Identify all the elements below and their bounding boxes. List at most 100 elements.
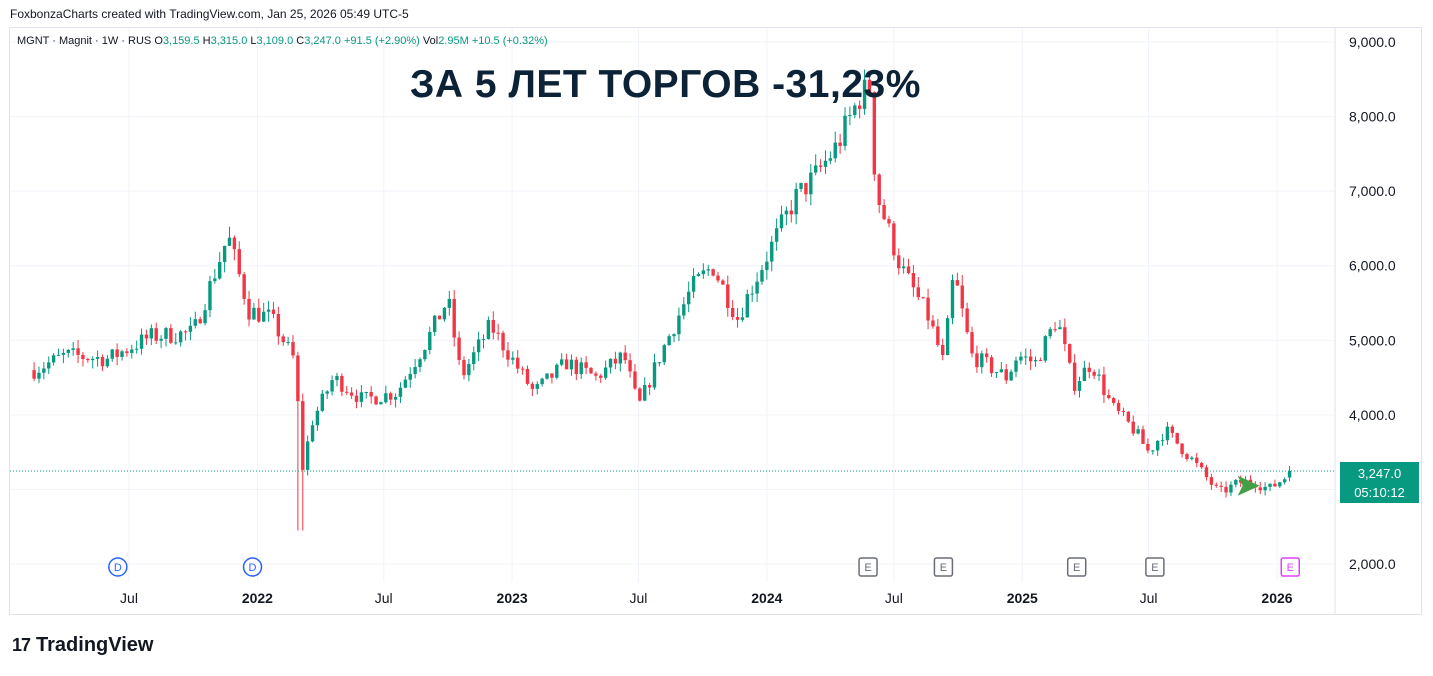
candle-body bbox=[86, 359, 90, 361]
candle-body bbox=[315, 410, 320, 426]
candle bbox=[418, 357, 422, 373]
candle-body bbox=[159, 338, 163, 341]
chart-headline: ЗА 5 ЛЕТ ТОРГОВ -31,23% bbox=[410, 63, 921, 106]
candle-body bbox=[154, 328, 158, 341]
candle bbox=[159, 335, 163, 349]
marker-label: D bbox=[249, 562, 257, 574]
earnings-marker[interactable]: E bbox=[1145, 557, 1165, 577]
candle bbox=[208, 275, 212, 318]
candle-body bbox=[134, 348, 139, 350]
candle bbox=[301, 393, 305, 531]
candle bbox=[814, 154, 818, 176]
candle-body bbox=[266, 309, 271, 312]
candle-body bbox=[594, 373, 598, 376]
candle-body bbox=[1160, 440, 1165, 442]
candle bbox=[936, 318, 940, 347]
candle bbox=[647, 382, 652, 396]
candle bbox=[61, 348, 66, 364]
candle-body bbox=[340, 375, 344, 392]
candle bbox=[252, 302, 256, 320]
candle-body bbox=[276, 314, 281, 337]
candle-body bbox=[1028, 356, 1033, 362]
candle bbox=[242, 271, 246, 305]
close-value: 3,247.0 bbox=[304, 35, 341, 47]
candle bbox=[686, 281, 691, 313]
candle-body bbox=[506, 350, 510, 360]
candle bbox=[1009, 369, 1013, 382]
candle-body bbox=[330, 380, 334, 392]
earnings-marker[interactable]: E bbox=[1066, 557, 1087, 577]
candle-body bbox=[1224, 486, 1228, 493]
candle bbox=[286, 336, 290, 346]
candle-body bbox=[364, 391, 368, 393]
candle bbox=[784, 206, 789, 226]
candle-body bbox=[305, 441, 310, 470]
candle-body bbox=[437, 315, 442, 320]
dividend-marker[interactable]: D bbox=[242, 557, 263, 577]
candle-body bbox=[696, 274, 701, 276]
candle-body bbox=[467, 363, 471, 376]
candle-body bbox=[486, 319, 491, 339]
earnings-marker[interactable]: E bbox=[933, 557, 954, 577]
candle bbox=[222, 245, 227, 273]
marker-label: E bbox=[1151, 562, 1158, 574]
candle-body bbox=[227, 237, 232, 246]
candle bbox=[432, 314, 437, 336]
tradingview-brand[interactable]: 17 TradingView bbox=[12, 634, 153, 657]
candle bbox=[989, 355, 994, 377]
candle bbox=[51, 353, 56, 366]
candle-body bbox=[125, 351, 129, 353]
candle bbox=[1014, 356, 1018, 378]
candle-body bbox=[667, 336, 671, 346]
candle bbox=[291, 335, 295, 359]
candle-body bbox=[809, 172, 813, 195]
candle-body bbox=[1263, 486, 1267, 491]
earnings-marker[interactable]: E bbox=[858, 557, 878, 577]
candle-body bbox=[257, 307, 261, 322]
candle-body bbox=[188, 325, 193, 332]
candle-body bbox=[1155, 440, 1160, 451]
candle-body bbox=[139, 334, 144, 349]
candle bbox=[276, 306, 281, 345]
candle-body bbox=[682, 304, 686, 316]
candle-body bbox=[608, 358, 613, 368]
candle-body bbox=[726, 284, 730, 308]
candle bbox=[1224, 481, 1228, 498]
candle-body bbox=[462, 359, 466, 376]
last-price-tag: 3,247.0 05:10:12 bbox=[1340, 462, 1419, 503]
candle-body bbox=[926, 297, 930, 321]
candle bbox=[437, 315, 442, 320]
candle bbox=[47, 356, 51, 374]
candle-body bbox=[32, 370, 36, 379]
symbol-legend[interactable]: MGNT · Magnit · 1W · RUS O3,159.5 H3,315… bbox=[17, 35, 548, 47]
candle-body bbox=[1058, 327, 1062, 330]
candle bbox=[56, 348, 61, 356]
candle bbox=[779, 205, 784, 232]
candle-body bbox=[999, 369, 1004, 373]
candle bbox=[374, 395, 378, 405]
candle bbox=[100, 354, 105, 372]
price-tick-label: 8,000.0 bbox=[1349, 109, 1396, 125]
candle-body bbox=[887, 219, 891, 224]
candle-body bbox=[950, 280, 955, 319]
candle bbox=[999, 362, 1004, 373]
candle-body bbox=[672, 334, 676, 337]
candle-body bbox=[232, 237, 237, 250]
price-tick-label: 5,000.0 bbox=[1349, 332, 1396, 348]
arrow-icon bbox=[1237, 475, 1260, 496]
candle bbox=[1043, 335, 1048, 363]
price-tick-label: 4,000.0 bbox=[1349, 407, 1396, 423]
candle bbox=[1063, 318, 1067, 352]
candle bbox=[1229, 481, 1233, 497]
candle bbox=[794, 182, 798, 225]
dividend-marker[interactable]: D bbox=[108, 557, 128, 577]
earnings-marker[interactable]: E bbox=[1280, 557, 1301, 577]
candle bbox=[789, 199, 793, 223]
candle bbox=[1151, 449, 1155, 455]
candle-body bbox=[105, 358, 110, 367]
candle bbox=[628, 353, 632, 378]
candle-body bbox=[857, 105, 862, 109]
candle-body bbox=[643, 385, 647, 401]
candle-body bbox=[686, 291, 691, 305]
